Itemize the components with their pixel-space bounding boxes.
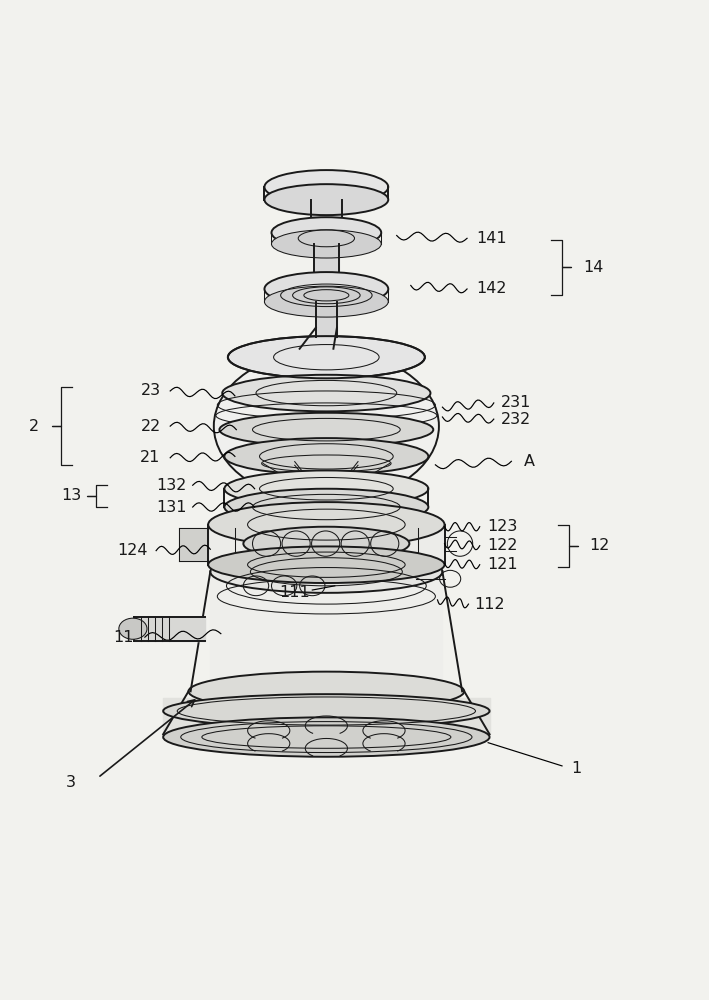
- Text: 231: 231: [501, 395, 532, 410]
- Ellipse shape: [228, 336, 425, 378]
- Ellipse shape: [224, 489, 428, 525]
- Ellipse shape: [220, 413, 433, 447]
- Text: 23: 23: [140, 383, 160, 398]
- Text: 12: 12: [589, 538, 610, 553]
- Ellipse shape: [208, 546, 445, 583]
- Ellipse shape: [272, 230, 381, 258]
- Ellipse shape: [224, 438, 428, 475]
- Ellipse shape: [211, 551, 442, 593]
- Text: 111: 111: [279, 585, 310, 600]
- Text: 3: 3: [66, 775, 76, 790]
- Ellipse shape: [163, 694, 489, 728]
- Ellipse shape: [264, 170, 389, 204]
- Text: 2: 2: [29, 419, 40, 434]
- Text: 14: 14: [584, 260, 604, 275]
- Text: 124: 124: [118, 543, 148, 558]
- Text: 123: 123: [487, 519, 518, 534]
- Ellipse shape: [264, 286, 389, 317]
- Ellipse shape: [222, 375, 430, 411]
- Text: 142: 142: [476, 281, 507, 296]
- Text: 21: 21: [140, 450, 161, 465]
- Ellipse shape: [208, 502, 445, 547]
- Text: 141: 141: [476, 231, 507, 246]
- Ellipse shape: [272, 217, 381, 248]
- Ellipse shape: [119, 618, 147, 639]
- Text: 22: 22: [140, 419, 161, 434]
- Ellipse shape: [243, 527, 409, 560]
- Text: 132: 132: [157, 478, 186, 493]
- Text: 112: 112: [474, 597, 505, 612]
- Text: 11: 11: [113, 630, 134, 645]
- Ellipse shape: [264, 184, 389, 215]
- Text: 121: 121: [487, 557, 518, 572]
- Ellipse shape: [189, 672, 464, 711]
- Text: 13: 13: [62, 488, 82, 503]
- Ellipse shape: [163, 717, 489, 757]
- Ellipse shape: [264, 272, 389, 306]
- Ellipse shape: [214, 350, 439, 502]
- Text: 232: 232: [501, 412, 532, 427]
- Text: 1: 1: [571, 761, 581, 776]
- Text: 122: 122: [487, 538, 518, 553]
- Text: 131: 131: [157, 500, 187, 515]
- Text: A: A: [523, 454, 535, 469]
- Ellipse shape: [224, 470, 428, 507]
